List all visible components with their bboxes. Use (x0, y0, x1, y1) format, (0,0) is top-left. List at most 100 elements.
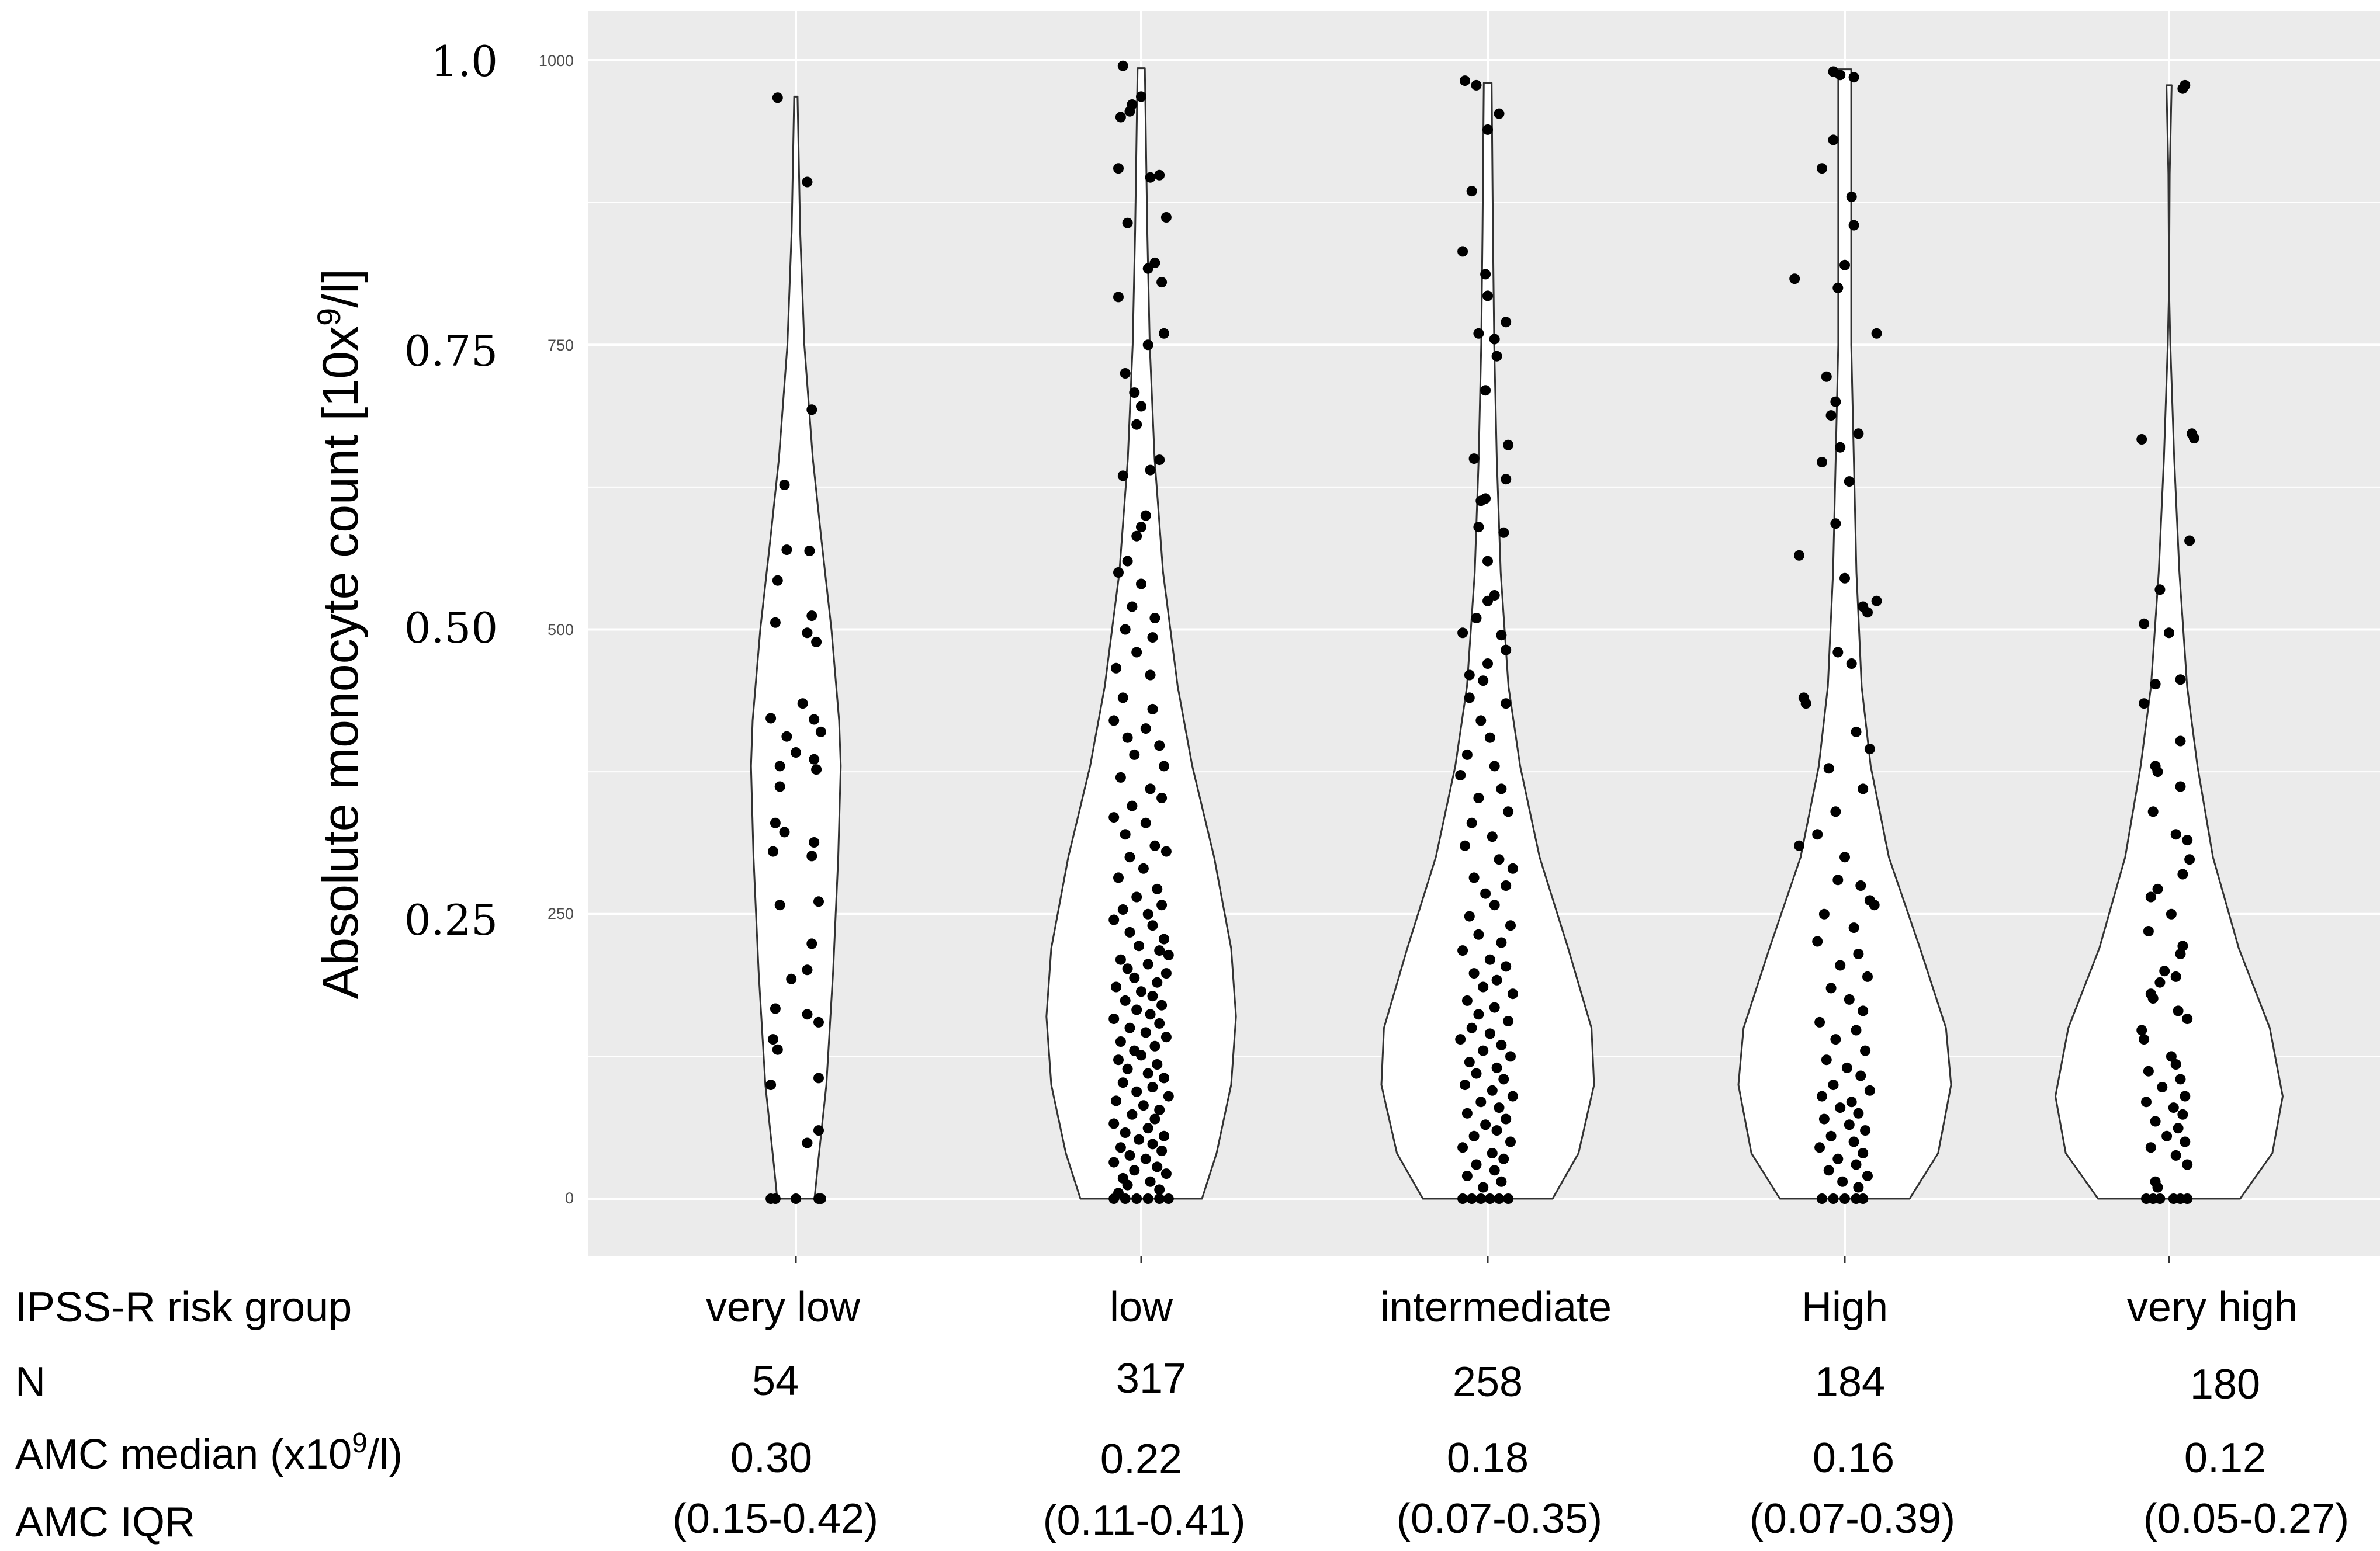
violin-very-low (750, 95, 842, 1200)
data-point (1825, 410, 1837, 421)
data-point (815, 726, 826, 737)
data-point (1120, 829, 1131, 840)
data-point (804, 546, 815, 556)
data-point (2145, 891, 2156, 903)
data-point (1846, 1097, 1857, 1108)
data-point (1152, 977, 1163, 988)
data-point (1466, 186, 1477, 197)
violin-intermediate (1380, 82, 1595, 1200)
data-point (781, 731, 792, 742)
data-point (1136, 578, 1146, 589)
data-point (1124, 852, 1135, 863)
group-label: very low (706, 1284, 861, 1331)
n-value: 184 (1815, 1359, 1885, 1406)
data-point (1152, 1161, 1163, 1172)
data-point (797, 698, 808, 709)
data-point (2184, 854, 2195, 865)
group-label: low (1110, 1284, 1173, 1331)
data-point (1159, 1130, 1169, 1141)
data-point (1145, 464, 1156, 476)
data-point (1147, 991, 1158, 1002)
data-point (1837, 1176, 1848, 1187)
data-point (1117, 1077, 1128, 1088)
data-point (2150, 679, 2161, 690)
data-point (1478, 675, 1489, 686)
data-point (1848, 1136, 1859, 1147)
data-point (1871, 595, 1882, 606)
data-point (770, 817, 781, 828)
data-point (1844, 476, 1855, 487)
iqr-value: (0.05-0.27) (2143, 1496, 2349, 1542)
data-point (1832, 647, 1844, 658)
data-point (1496, 783, 1507, 794)
data-point (1839, 259, 1850, 270)
data-point (1501, 880, 1512, 891)
data-point (1473, 1009, 1484, 1020)
data-point (1122, 732, 1133, 743)
data-point (1115, 1036, 1126, 1047)
median-value: 0.12 (2184, 1435, 2266, 1481)
data-point (1131, 530, 1142, 542)
y-tick-small-250: 250 (548, 905, 574, 922)
data-point (2177, 941, 2188, 952)
data-point (806, 938, 817, 949)
data-point (1113, 872, 1124, 883)
data-point (1108, 812, 1120, 823)
data-point (1129, 972, 1140, 983)
data-point (1480, 1119, 1491, 1130)
data-point (1814, 1016, 1825, 1028)
data-point (1127, 1109, 1138, 1120)
data-point (1140, 817, 1151, 828)
data-point (1145, 783, 1156, 794)
data-point (802, 627, 813, 639)
data-point (1839, 852, 1850, 863)
iqr-value: (0.11-0.41) (1043, 1497, 1246, 1544)
data-point (1484, 1193, 1495, 1204)
data-point (1484, 954, 1495, 965)
data-point (1124, 1022, 1135, 1033)
data-point (1853, 1108, 1864, 1119)
data-point (1858, 783, 1869, 794)
data-point (1821, 371, 1832, 382)
data-point (1860, 1045, 1871, 1056)
data-point (1142, 1123, 1153, 1134)
data-point (1501, 317, 1512, 328)
data-point (1140, 723, 1151, 734)
data-point (1501, 644, 1512, 655)
data-point (1129, 387, 1140, 398)
data-point (1115, 954, 1126, 965)
data-point (1136, 522, 1146, 533)
data-point (1862, 607, 1873, 618)
median-value: 0.30 (730, 1435, 812, 1481)
data-point (1468, 453, 1480, 464)
data-point (1835, 960, 1846, 971)
data-point (1491, 1125, 1502, 1136)
data-point (1154, 1105, 1165, 1115)
data-point (1156, 1000, 1168, 1011)
data-point (1489, 1002, 1500, 1013)
row-label-risk-group: IPSS-R risk group (15, 1284, 352, 1331)
data-point (1494, 108, 1505, 119)
data-point (2139, 1034, 2150, 1045)
data-point (1111, 1095, 1122, 1106)
data-point (2139, 698, 2150, 709)
data-point (1108, 1193, 1120, 1204)
data-point (1818, 908, 1830, 920)
data-point (1122, 217, 1133, 228)
data-point (2182, 1193, 2193, 1204)
data-point (806, 610, 817, 622)
data-point (1471, 79, 1482, 91)
data-point (1147, 1139, 1158, 1150)
data-point (1828, 134, 1839, 145)
data-point (1115, 1142, 1126, 1153)
data-point (1124, 106, 1135, 117)
data-point (1136, 401, 1146, 412)
data-point (1491, 1062, 1502, 1073)
data-point (1466, 1193, 1477, 1204)
data-point (1817, 1091, 1827, 1102)
data-point (1473, 929, 1484, 940)
data-point (1812, 936, 1823, 947)
data-point (1817, 457, 1827, 467)
y-axis-small-ticks: 1000 750 500 250 0 (539, 52, 574, 1207)
data-point (2157, 1082, 2168, 1092)
